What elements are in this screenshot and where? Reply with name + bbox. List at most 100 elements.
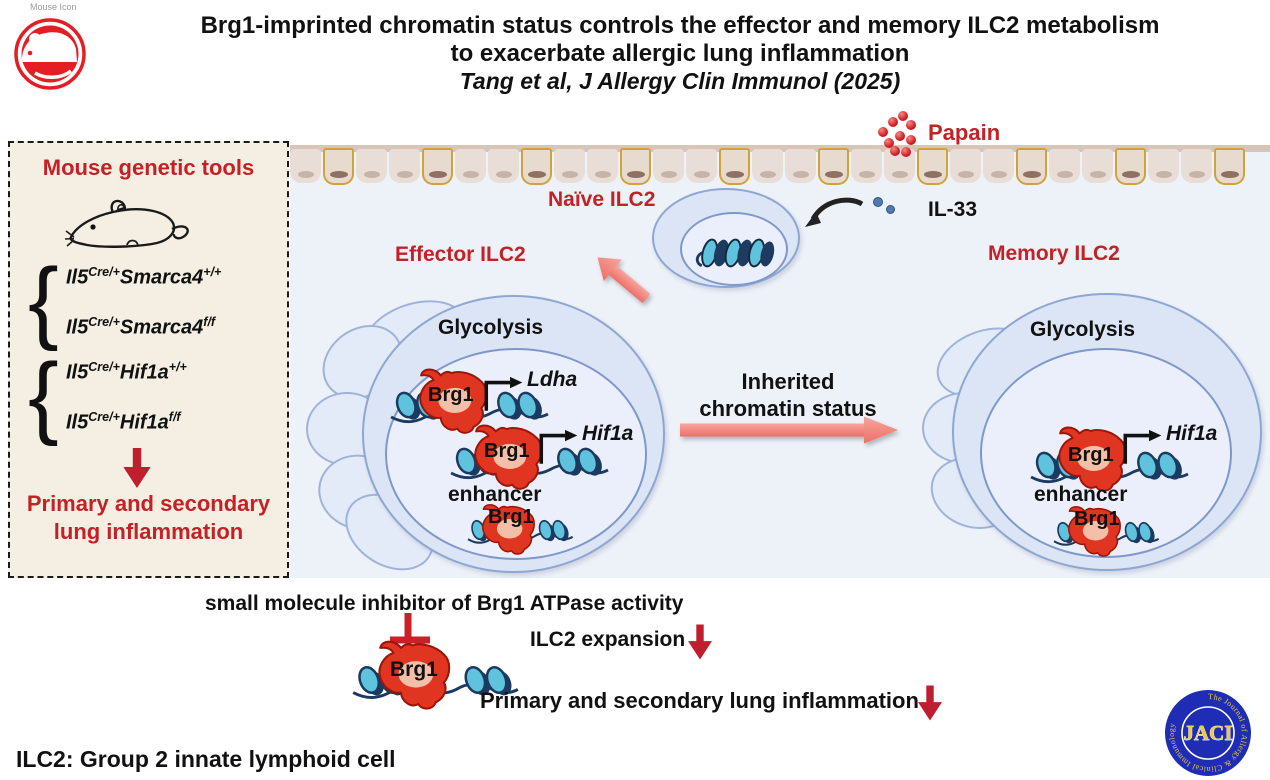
title-line-2: to exacerbate allergic lung inflammation (450, 40, 910, 67)
epithelial-cell (1214, 148, 1245, 185)
epithelial-cell (1016, 148, 1047, 185)
cell-nucleus-icon (626, 171, 645, 178)
epithelial-cell (818, 148, 849, 185)
title-citation: Tang et al, J Allergy Clin Immunol (2025… (459, 68, 901, 94)
curved-arrow-icon (805, 197, 864, 227)
cell-nucleus-icon (759, 171, 776, 178)
brg1-label: Brg1 (428, 384, 474, 406)
papain-particle (906, 120, 916, 130)
papain-particle (890, 146, 900, 156)
epithelial-cell (323, 148, 354, 185)
differentiation-arrow-icon (597, 257, 650, 303)
epithelial-cell (620, 148, 651, 185)
cell-nucleus-icon (660, 171, 677, 178)
naive-ilc2-label: Naïve ILC2 (548, 188, 656, 211)
genotype-line: Il5Cre/+Hif1a+/+ (66, 360, 187, 384)
cell-nucleus-icon (792, 171, 809, 178)
inflammation-result-label: Primary and secondary lung inflammation (480, 688, 919, 713)
papain-particle (878, 127, 888, 137)
inherited-arrow-icon (680, 416, 898, 444)
outcome-line-1: Primary and secondary (26, 491, 271, 516)
epithelial-cell (1148, 149, 1179, 183)
hif1a-gene-label: Hif1a (1166, 422, 1218, 445)
inherited-line-1: Inherited (741, 369, 835, 394)
epithelial-cell (488, 149, 519, 183)
logo-center-text: JACI (1183, 721, 1232, 745)
epithelial-cell (290, 149, 321, 183)
glycolysis-label: Glycolysis (1030, 318, 1136, 341)
cell-nucleus-icon (1056, 171, 1073, 178)
epithelial-cell (1115, 148, 1146, 185)
outcome-line-2: lung inflammation (53, 519, 244, 544)
cell-nucleus-icon (693, 171, 710, 178)
effector-ilc2-label: Effector ILC2 (395, 243, 526, 266)
enhancer-label: enhancer (1034, 483, 1128, 506)
cell-nucleus-icon (527, 171, 546, 178)
mouse-icon-label: Mouse Icon (30, 2, 77, 12)
ilc2-expansion-label: ILC2 expansion (530, 628, 686, 651)
inhibitor-label: small molecule inhibitor of Brg1 ATPase … (205, 592, 684, 615)
cell-nucleus-icon (594, 171, 611, 178)
brace-glyph: { (28, 345, 59, 447)
down-arrow-icon (918, 685, 942, 721)
epithelial-cell (851, 149, 882, 183)
cell-nucleus-icon (495, 171, 512, 178)
inherited-line-2: chromatin status (699, 396, 877, 421)
cell-nucleus-icon (1121, 171, 1140, 178)
footnote-label: ILC2: Group 2 innate lymphoid cell (16, 746, 396, 772)
epithelial-cell (521, 148, 552, 185)
epithelial-cell (950, 149, 981, 183)
brg1-label: Brg1 (488, 506, 534, 528)
papain-particle (895, 131, 905, 141)
cell-nucleus-icon (462, 171, 479, 178)
cell-nucleus-icon (363, 171, 380, 178)
papain-particle (884, 138, 894, 148)
genotype-line: Il5Cre/+Hif1af/f (66, 410, 181, 434)
genotype-group-smarca4: { Il5Cre/+Smarca4+/+ Il5Cre/+Smarca4f/f (28, 255, 270, 347)
il33-label: IL-33 (928, 198, 978, 221)
epithelial-cell (356, 149, 387, 183)
epithelium-band (290, 145, 1270, 152)
epithelial-cell (422, 148, 453, 185)
papain-particle (888, 117, 898, 127)
cell-nucleus-icon (923, 171, 942, 178)
cell-nucleus-icon (990, 171, 1007, 178)
hif1a-gene-label: Hif1a (582, 422, 634, 445)
brg1-label: Brg1 (484, 440, 530, 462)
figure-title: Brg1-imprinted chromatin status controls… (100, 12, 1260, 95)
epithelial-cell (1082, 149, 1113, 183)
ldha-gene-label: Ldha (527, 368, 578, 391)
cell-nucleus-icon (428, 171, 447, 178)
epithelial-cell (917, 148, 948, 185)
title-line-1: Brg1-imprinted chromatin status controls… (200, 12, 1160, 39)
epithelial-cell (389, 149, 420, 183)
down-arrow-icon (688, 624, 712, 660)
epithelial-cell (653, 149, 684, 183)
cell-nucleus-icon (396, 171, 413, 178)
cell-nucleus-icon (329, 171, 348, 178)
epithelial-cell (455, 149, 486, 183)
down-arrow-icon (123, 448, 151, 488)
epithelial-cell (1049, 149, 1080, 183)
cell-nucleus-icon (1089, 171, 1106, 178)
il33-particle (886, 205, 895, 214)
inherited-status-label: Inherited chromatin status (688, 368, 888, 422)
brace-glyph: { (28, 250, 59, 352)
papain-particle (898, 111, 908, 121)
mouse-logo-icon (14, 18, 86, 90)
epithelial-cell (686, 149, 717, 183)
glycolysis-label: Glycolysis (438, 316, 544, 339)
il33-particle (873, 197, 883, 207)
genotype-line: Il5Cre/+Smarca4f/f (66, 315, 216, 339)
epithelial-cell (1181, 149, 1212, 183)
transcription-arrow-icon (1123, 428, 1164, 466)
memory-ilc2-label: Memory ILC2 (988, 242, 1120, 265)
brg1-label: Brg1 (1068, 444, 1114, 466)
brg1-label: Brg1 (390, 658, 438, 681)
mouse-genetic-tools-panel: Mouse genetic tools { Il5Cre/+Smarca4+/+… (8, 141, 289, 578)
epithelial-cell (719, 148, 750, 185)
cell-nucleus-icon (1188, 171, 1205, 178)
cell-nucleus-icon (297, 171, 314, 178)
panel-title: Mouse genetic tools (42, 155, 255, 180)
